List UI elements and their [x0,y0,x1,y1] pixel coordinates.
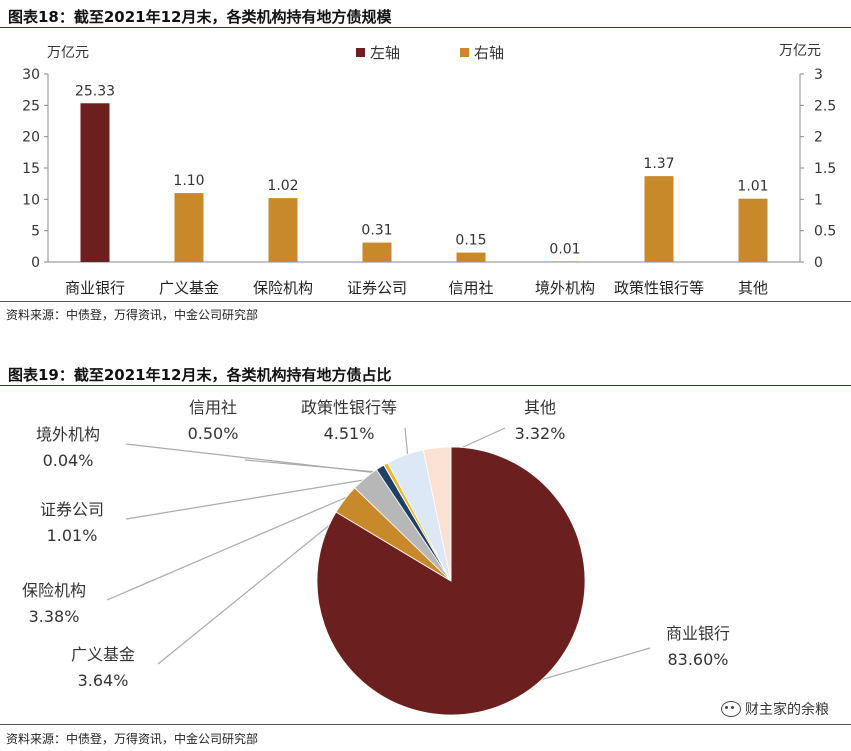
right-tick-label: 0 [814,255,823,271]
left-tick-label: 5 [31,224,40,240]
pie-slice-8 [422,446,452,582]
category-label: 政策性银行等 [614,279,704,297]
pie-slice-label: 广义基金 [71,645,135,664]
bar-value-label: 0.01 [549,241,580,257]
pie-leader-lines [106,427,651,689]
pie-leader-line [244,459,392,474]
figure1-source-rule [0,301,851,302]
pie-slice-percent: 1.01% [47,526,98,545]
watermark: 财主家的余粮 [721,699,829,719]
bar-value-label: 1.10 [173,173,204,189]
pie-slice-label: 其他 [524,398,556,417]
figure2-title-rule [0,385,851,386]
pie-leader-line [125,475,386,520]
pie-slices [316,446,586,716]
pie-slice-percent: 4.51% [324,424,375,443]
category-label: 境外机构 [535,279,595,297]
pie-leader-line [157,505,354,665]
bar-2 [174,193,204,262]
pie-labels: 商业银行 83.60% 广义基金 3.64% 保险机构 3.38% 证券公司 1.01% 境外机… [22,398,730,690]
right-tick-label: 1 [814,192,823,208]
right-tick-label: 3 [814,67,823,83]
bar-value-label: 1.02 [267,178,298,194]
legend-swatch-2 [460,48,469,57]
right-axis-label: 万亿元 [779,43,821,59]
bar-chart: 0 5 10 15 20 25 30 0 0.5 1 1.5 2 2.5 3 万亿元 万亿元 左轴 右轴 25.3… [22,43,836,297]
bar-value-label: 0.31 [361,223,392,239]
right-tick-label: 2.5 [814,98,836,114]
bar-5 [456,252,486,262]
legend-label-1: 左轴 [370,44,400,62]
category-label: 其他 [738,279,768,297]
watermark-text: 财主家的余粮 [745,702,829,718]
pie-slice-label: 政策性银行等 [301,398,397,417]
pie-slice-label: 保险机构 [22,581,86,600]
pie-slice-percent: 0.04% [43,451,94,470]
figure2-source: 资料来源：中债登，万得资讯，中金公司研究部 [6,732,259,746]
category-label: 保险机构 [253,279,313,297]
right-tick-label: 2 [814,130,823,146]
figure1-source: 资料来源：中债登，万得资讯，中金公司研究部 [6,308,259,322]
left-tick-label: 0 [31,255,40,271]
figure2-source-rule [0,724,851,725]
category-label: 证券公司 [347,279,407,297]
figure2-title: 图表19：截至2021年12月末，各类机构持有地方债占比 [8,366,392,384]
left-tick-label: 20 [22,130,40,146]
bar-chart-marks: 25.33 商业银行 1.10 广义基金 1.02 保险机构 0.31 证券公司 0.15 信用社… [65,83,769,297]
bar-3 [268,198,298,262]
pie-slice-percent: 0.50% [188,424,239,443]
bar-value-label: 25.33 [75,83,115,99]
bar-4 [362,242,392,262]
bar-chart-axes: 0 5 10 15 20 25 30 0 0.5 1 1.5 2 2.5 3 万亿元 万亿元 左轴 右轴 [22,43,836,271]
pie-slice-label: 信用社 [189,398,237,417]
bar-7 [644,176,674,262]
legend-swatch-1 [356,48,365,57]
bar-value-label: 1.01 [737,179,768,195]
category-label: 信用社 [448,279,493,297]
left-tick-label: 15 [22,161,40,177]
bar-value-label: 0.15 [455,233,486,249]
left-tick-label: 25 [22,98,40,114]
bar-8 [738,198,768,262]
left-tick-label: 30 [22,67,40,83]
right-tick-label: 1.5 [814,161,836,177]
pie-slice-percent: 3.38% [29,607,80,626]
pie-leader-line [106,485,373,601]
bar-value-label: 1.37 [643,156,674,172]
figure1-title-rule [0,27,851,28]
pie-slice-label: 境外机构 [36,425,100,444]
pie-slice-label: 证券公司 [40,500,104,519]
bar-1 [80,103,110,262]
bar-6 [550,261,580,263]
right-tick-label: 0.5 [814,224,836,240]
left-axis-label: 万亿元 [47,45,89,61]
pie-slice-percent: 3.64% [78,671,129,690]
pie-slice-percent: 3.32% [515,424,566,443]
figure1-title: 图表18：截至2021年12月末，各类机构持有地方债规模 [8,8,392,26]
wechat-icon [721,701,741,717]
legend-label-2: 右轴 [474,44,504,62]
pie-slice-percent: 83.60% [667,650,728,669]
category-label: 商业银行 [65,279,125,297]
left-tick-label: 10 [22,192,40,208]
pie-slice-label: 商业银行 [666,624,730,643]
category-label: 广义基金 [159,279,219,297]
